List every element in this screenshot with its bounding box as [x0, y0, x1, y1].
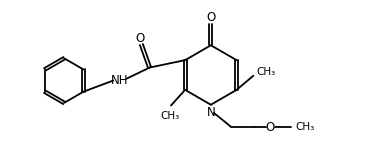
Text: N: N — [206, 106, 215, 119]
Text: NH: NH — [111, 74, 128, 87]
Text: O: O — [266, 120, 275, 134]
Text: CH₃: CH₃ — [160, 111, 179, 121]
Text: CH₃: CH₃ — [295, 122, 314, 132]
Text: O: O — [206, 11, 216, 24]
Text: CH₃: CH₃ — [256, 67, 276, 77]
Text: O: O — [135, 32, 145, 45]
